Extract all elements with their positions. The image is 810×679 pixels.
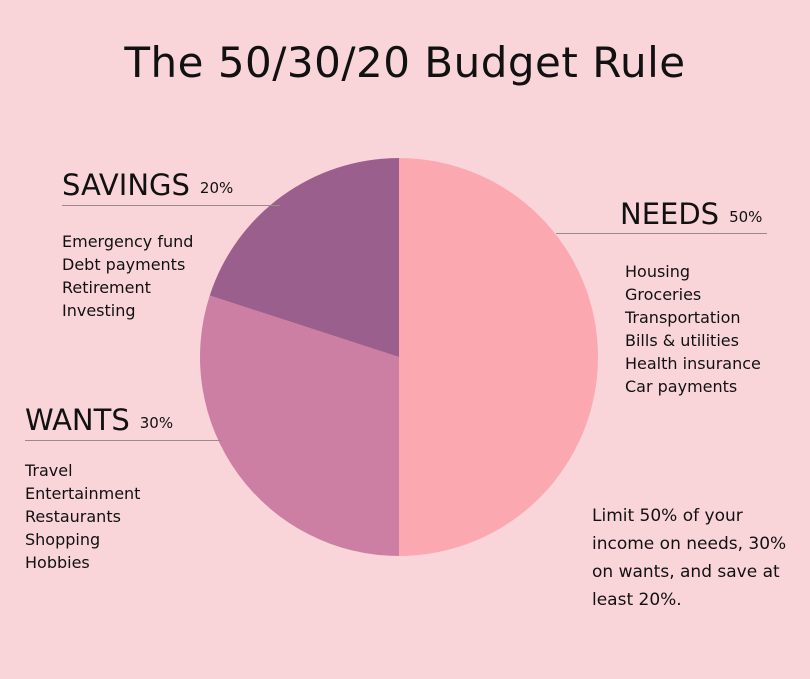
list-item: Shopping xyxy=(25,530,101,549)
wants-percent: 30% xyxy=(139,414,174,432)
savings-block: SAVINGS 20% xyxy=(62,168,233,202)
needs-items: Housing Groceries Transportation Bills &… xyxy=(625,260,761,398)
pie-slice-needs xyxy=(399,158,598,556)
list-item: Housing xyxy=(625,262,691,281)
list-item: Travel xyxy=(25,461,73,480)
list-item: Retirement xyxy=(62,278,151,297)
needs-block: NEEDS 50% xyxy=(620,197,762,231)
savings-rule xyxy=(62,205,280,206)
wants-block: WANTS 30% xyxy=(25,403,173,437)
list-item: Restaurants xyxy=(25,507,121,526)
pie-slice-savings xyxy=(209,158,399,357)
pie-slice-wants xyxy=(199,295,399,556)
savings-heading: SAVINGS 20% xyxy=(62,168,233,202)
needs-label: NEEDS xyxy=(620,197,720,231)
list-item: Groceries xyxy=(625,285,702,304)
list-item: Emergency fund xyxy=(62,232,194,251)
list-item: Bills & utilities xyxy=(625,331,739,350)
list-item: Investing xyxy=(62,301,136,320)
savings-percent: 20% xyxy=(199,179,234,197)
savings-items: Emergency fund Debt payments Retirement … xyxy=(62,230,193,322)
wants-label: WANTS xyxy=(25,403,130,437)
page-title: The 50/30/20 Budget Rule xyxy=(124,38,686,87)
list-item: Debt payments xyxy=(62,255,186,274)
needs-heading: NEEDS 50% xyxy=(620,197,762,231)
wants-rule xyxy=(25,440,222,441)
list-item: Entertainment xyxy=(25,484,141,503)
needs-rule xyxy=(556,233,767,234)
wants-heading: WANTS 30% xyxy=(25,403,173,437)
needs-percent: 50% xyxy=(729,208,763,226)
list-item: Hobbies xyxy=(25,553,90,572)
wants-items: Travel Entertainment Restaurants Shoppin… xyxy=(25,459,140,574)
list-item: Car payments xyxy=(625,377,738,396)
list-item: Health insurance xyxy=(625,354,761,373)
savings-label: SAVINGS xyxy=(62,168,190,202)
list-item: Transportation xyxy=(625,308,741,327)
budget-note: Limit 50% of your income on needs, 30% o… xyxy=(592,506,787,610)
